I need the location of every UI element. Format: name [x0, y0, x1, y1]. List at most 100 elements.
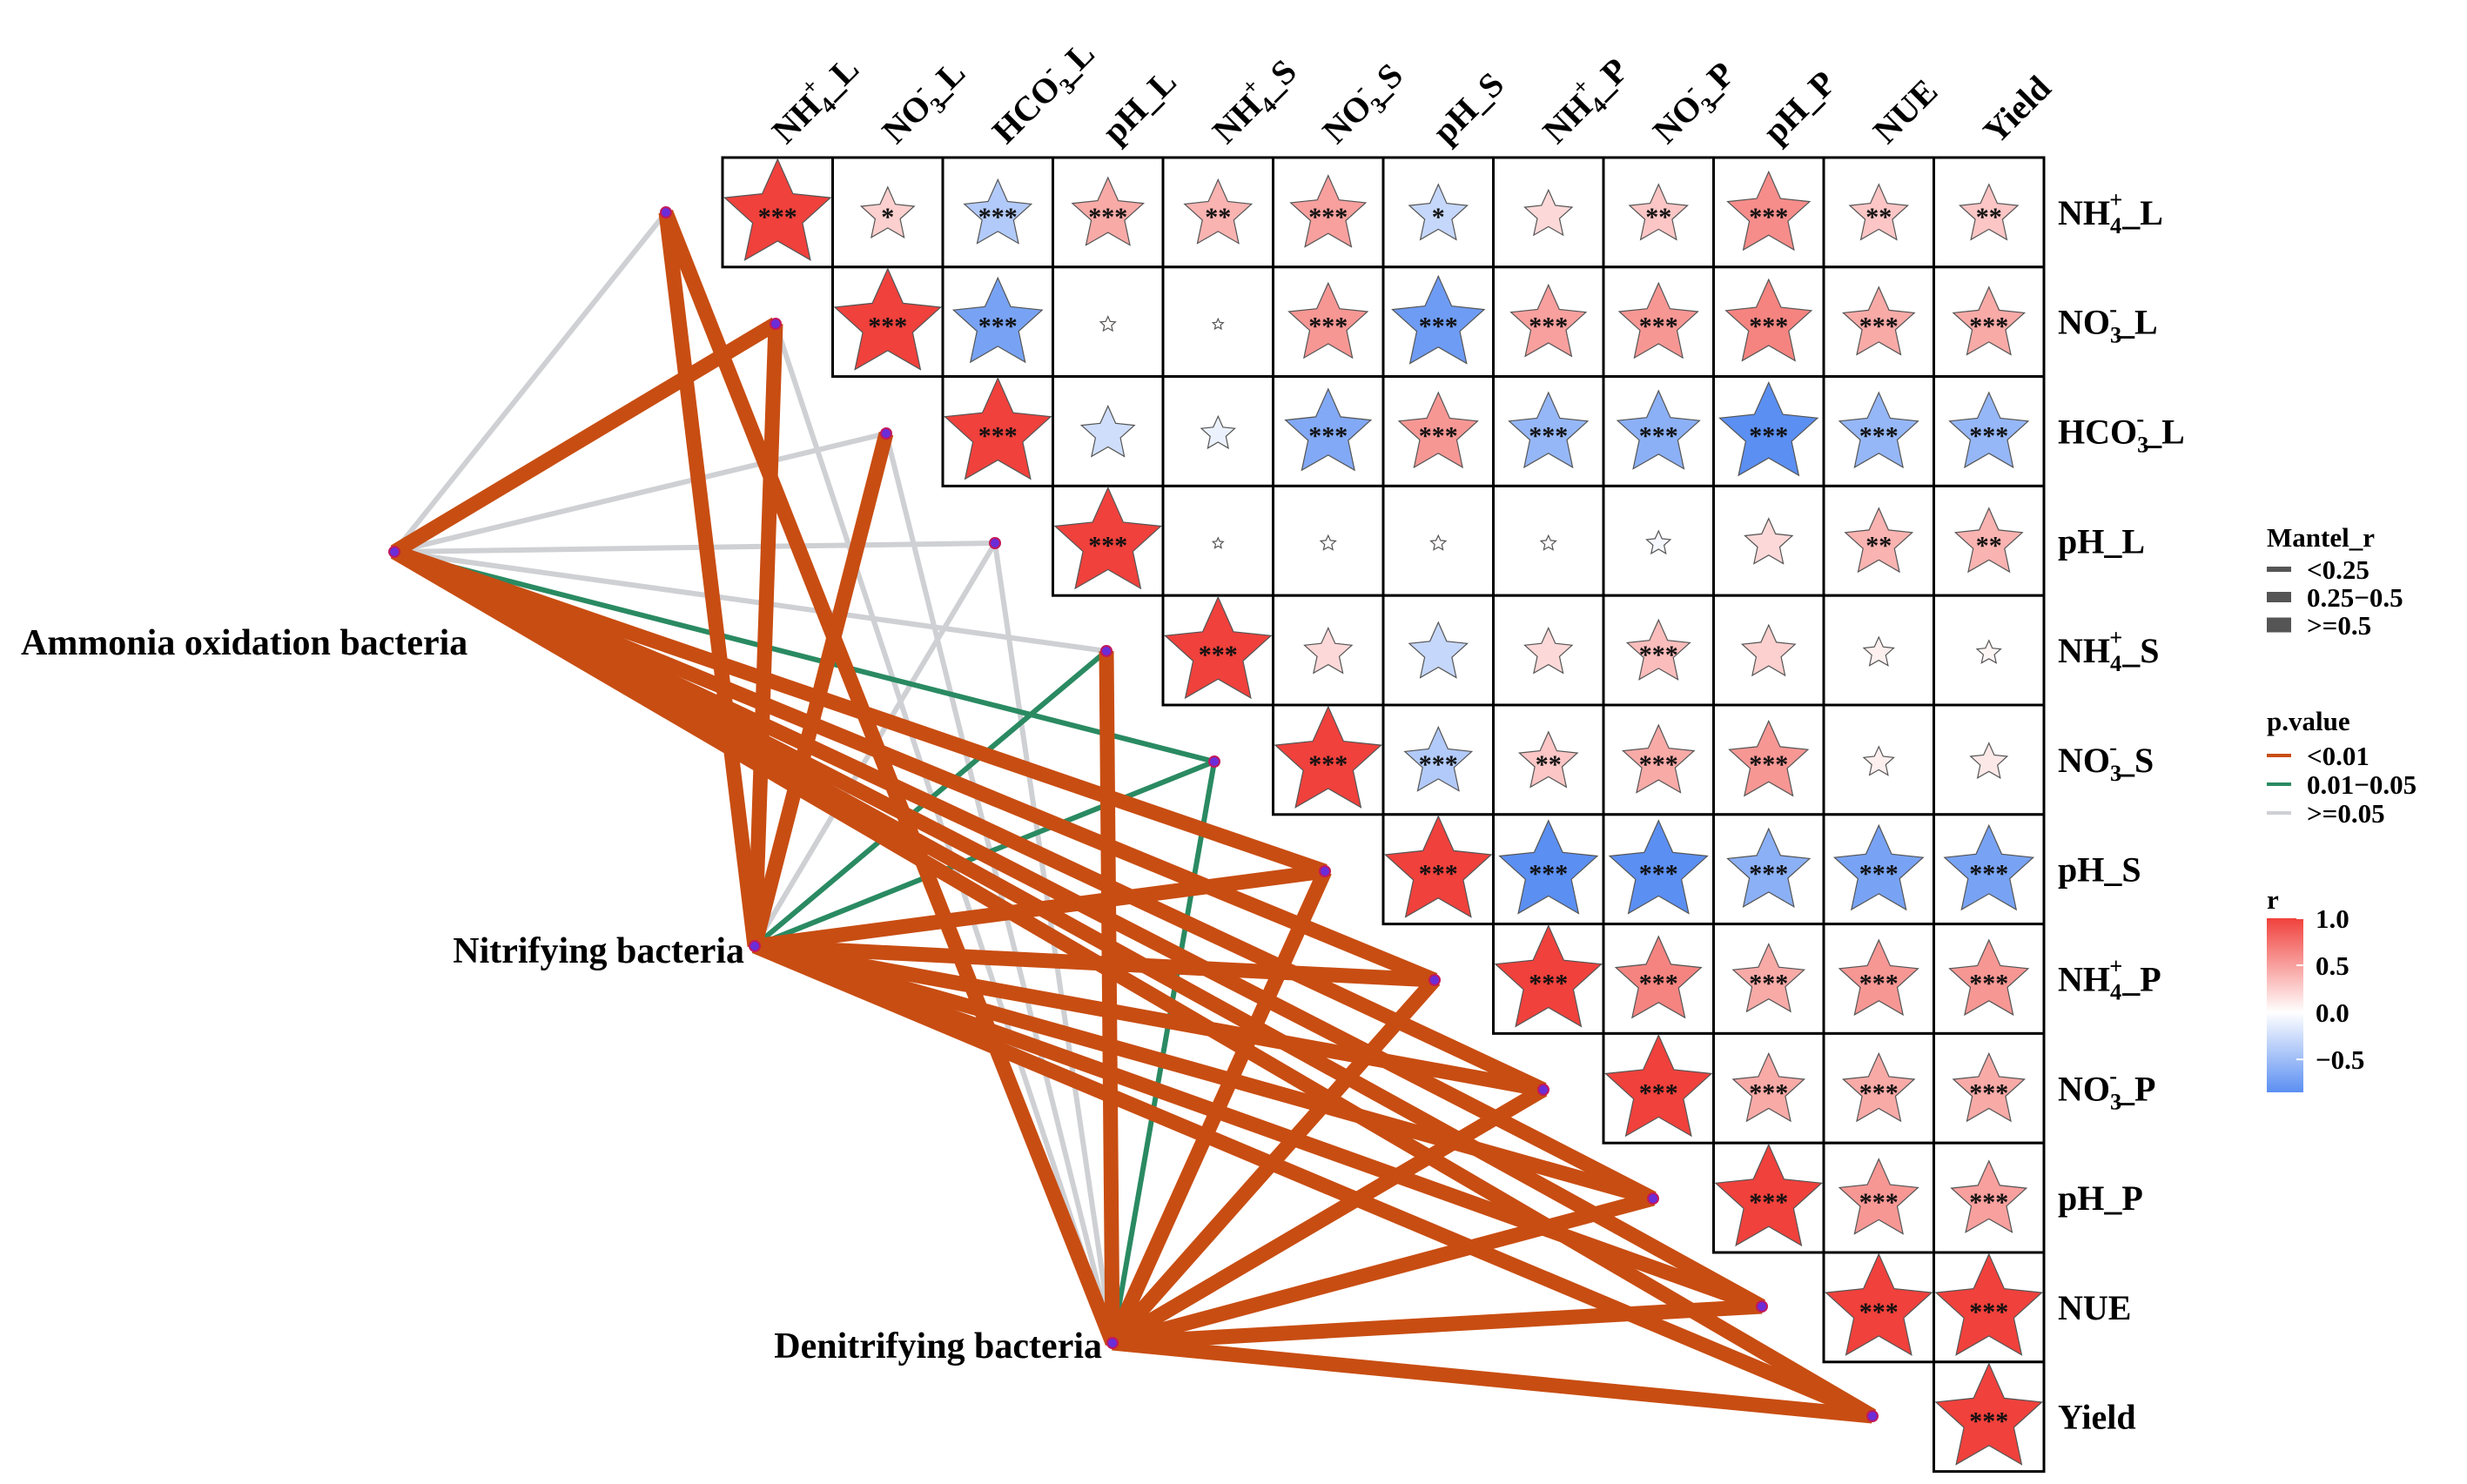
star-ph-s-no3minus-p: [1608, 819, 1709, 915]
link-ammonia-oxidation-bacteria-to-hco3minus-l: [393, 431, 887, 554]
significance-label: **: [1536, 750, 1562, 779]
significance-label: ***: [1969, 860, 2008, 889]
star-no3minus-l-yield: [1952, 285, 2027, 356]
significance-label: ***: [758, 203, 797, 232]
cell-nh4plus-s-no3minus-s: [1272, 594, 1385, 707]
significance-label: ***: [1859, 422, 1899, 451]
star-no3minus-s-ph-s: [1403, 725, 1474, 792]
link-nitrifying-bacteria-to-hco3minus-l: [747, 431, 894, 949]
star-ph-l-no3minus-p: [1645, 529, 1672, 555]
significance-label: ***: [1529, 312, 1568, 341]
significance-label: ***: [1859, 1078, 1899, 1107]
node-nh4plus-l: [660, 206, 672, 218]
significance-label: ***: [1308, 312, 1348, 341]
star-ph-l-nue: [1844, 507, 1914, 574]
star-nh4plus-s-ph-p: [1740, 623, 1797, 677]
legend-mantel-label: >=0.5: [2307, 610, 2371, 641]
star-no3minus-s-nh4plus-p: [1517, 730, 1579, 789]
legend-mantel-label: <0.25: [2307, 554, 2370, 585]
star-nh4plus-s-no3minus-s: [1303, 627, 1354, 675]
row-label-nue: NUE: [2058, 1288, 2131, 1327]
significance-label: **: [1865, 203, 1892, 232]
significance-label: ***: [1419, 750, 1458, 779]
star-hco3minus-l-hco3minus-l: [943, 377, 1052, 480]
star-no3minus-s-ph-p: [1728, 719, 1810, 797]
legend-colorbar-label: 1.0: [2316, 903, 2349, 934]
mantel-links: [390, 209, 1877, 1424]
group-label-nitrifying-bacteria: Nitrifying bacteria: [453, 931, 744, 971]
star-ph-s-nh4plus-p: [1498, 819, 1599, 915]
node-no3minus-l: [770, 318, 782, 330]
link-ammonia-oxidation-bacteria-to-no3minus-l: [390, 317, 780, 559]
star-no3minus-l-no3minus-l: [833, 267, 943, 371]
significance-label: ***: [1639, 312, 1678, 341]
star-nh4plus-l-nh4plus-p: [1523, 188, 1574, 237]
star-nh4plus-l-ph-s: [1408, 183, 1469, 241]
star-no3minus-s-no3minus-p: [1621, 723, 1696, 794]
legend-mantel-key: [2267, 617, 2291, 633]
significance-label: **: [1205, 203, 1231, 232]
row-label-yield: Yield: [2058, 1398, 2136, 1437]
significance-label: ***: [978, 312, 1018, 341]
significance-label: ***: [1088, 203, 1127, 232]
significance-label: **: [1865, 531, 1892, 560]
row-label-ph-l: pH_L: [2058, 521, 2145, 561]
column-label-no3minus-s: NO3-_S: [1310, 50, 1415, 155]
link-denitrifying-bacteria-to-nh4plus-l: [659, 209, 1119, 1346]
significance-label: ***: [1529, 860, 1568, 889]
significance-label: ***: [1749, 1188, 1788, 1217]
legend-mantel-title: Mantel_r: [2267, 522, 2375, 553]
significance-label: ***: [1969, 1298, 2008, 1326]
significance-label: ***: [1859, 312, 1899, 341]
significance-label: ***: [1749, 1078, 1788, 1107]
column-label-nh4plus-l: NH4+_L: [759, 44, 871, 155]
star-no3minus-l-nue: [1841, 285, 1916, 356]
cell-ph-l-yield: [1933, 484, 2046, 597]
legend-p-label: >=0.05: [2307, 798, 2385, 829]
star-ph-l-nh4plus-p: [1539, 534, 1557, 551]
link-nitrifying-bacteria-to-nh4plus-p: [754, 938, 1435, 988]
star-nh4plus-s-nue: [1862, 635, 1895, 667]
star-nh4plus-l-ph-p: [1726, 170, 1812, 252]
node-nh4plus-p: [1428, 974, 1441, 986]
star-ph-l-ph-p: [1744, 517, 1794, 565]
star-ph-s-nue: [1832, 823, 1925, 911]
legend-colorbar: [2267, 918, 2303, 1092]
significance-label: ***: [1749, 422, 1788, 451]
star-ph-l-ph-l: [1053, 486, 1163, 590]
link-nitrifying-bacteria-to-ph-s: [753, 863, 1327, 954]
row-label-nh4plus-l: NH4+_L: [2058, 186, 2163, 238]
column-label-no3minus-p: NO3-_P: [1640, 49, 1746, 155]
row-label-ph-s: pH_S: [2058, 850, 2141, 890]
star-nue-yield: [1934, 1252, 2044, 1356]
link-nitrifying-bacteria-to-no3minus-l: [747, 323, 783, 947]
star-no3minus-l-no3minus-s: [1287, 281, 1369, 359]
row-label-no3minus-s: NO3-_S: [2058, 734, 2154, 786]
row-label-hco3minus-l: HCO3-_L: [2058, 406, 2185, 458]
star-hco3minus-l-no3minus-p: [1616, 389, 1701, 470]
group-node-nitrifying-bacteria: [749, 940, 761, 952]
correlation-grid: *** * *** *** ** *** * ** *** ** ***** *** *** *** ***…: [721, 156, 2046, 1474]
node-no3minus-s: [1208, 755, 1220, 768]
star-nh4plus-s-no3minus-p: [1625, 618, 1691, 681]
star-nh4plus-l-no3minus-p: [1628, 183, 1690, 241]
node-nh4plus-s: [1100, 645, 1113, 657]
significance-label: ***: [1639, 422, 1678, 451]
star-hco3minus-l-no3minus-s: [1284, 387, 1373, 472]
significance-label: ***: [978, 422, 1018, 451]
significance-label: ***: [1639, 1078, 1678, 1107]
link-nitrifying-bacteria-to-yield: [751, 939, 1876, 1423]
significance-label: ***: [1749, 312, 1788, 341]
column-label-ph-s: pH_S: [1425, 64, 1511, 151]
star-nh4plus-l-nue: [1848, 183, 1910, 241]
star-nh4plus-p-no3minus-p: [1614, 935, 1703, 1019]
significance-label: **: [1976, 203, 2002, 232]
column-label-ph-l: pH_L: [1094, 62, 1184, 151]
significance-label: ***: [1308, 422, 1348, 451]
node-ph-s: [1319, 865, 1331, 877]
significance-label: ***: [1639, 641, 1678, 669]
significance-label: ***: [1419, 860, 1458, 889]
star-no3minus-l-nh4plus-s: [1211, 317, 1225, 331]
significance-label: ***: [1199, 641, 1238, 669]
